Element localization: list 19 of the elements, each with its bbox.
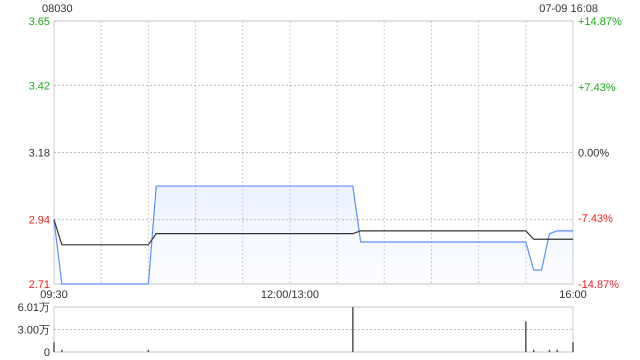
chart-title: 08030	[42, 3, 73, 15]
y-tick-label: 3.65	[28, 16, 50, 28]
x-tick-label: 12:00/13:00	[260, 289, 319, 301]
y-tick-label: 0	[44, 347, 50, 359]
y2-tick-label: -14.87%	[578, 279, 620, 291]
text: 07-09 16:08	[539, 3, 598, 15]
x-tick-label: 09:30	[40, 289, 68, 301]
y-tick-label: 3.00万	[18, 324, 50, 337]
line-series	[53, 219, 574, 246]
y2-tick-label: +14.87%	[578, 16, 622, 28]
y2-tick-label: -7.43%	[578, 213, 614, 226]
y2-tick-label: +7.43%	[578, 82, 616, 94]
y2-tick-label: 0.00%	[578, 148, 610, 160]
y-tick-label: 3.42	[28, 80, 50, 92]
y-tick-label: 3.18	[28, 148, 50, 160]
y-tick-label: 2.71	[28, 279, 50, 291]
y-tick-label: 6.01万	[18, 302, 50, 314]
y-tick-label: 2.94	[28, 214, 50, 227]
x-tick-label: 16:00	[559, 289, 587, 301]
